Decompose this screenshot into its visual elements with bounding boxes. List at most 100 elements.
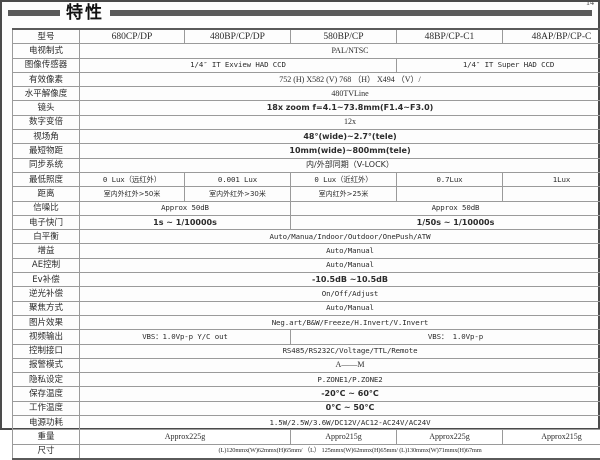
row-label: Ev补偿 — [13, 273, 80, 287]
table-cell: Approx 50dB — [291, 201, 600, 215]
row-label: 镜头 — [13, 101, 80, 115]
row-label: 尺寸 — [13, 444, 80, 459]
row-label: 最短物距 — [13, 144, 80, 158]
table-cell: 室内外红外>50米 — [80, 187, 185, 201]
row-label: 图像传感器 — [13, 58, 80, 72]
row-label: 增益 — [13, 244, 80, 258]
table-cell: A——M — [80, 358, 600, 372]
table-cell: 内/外部同期（V-LOCK） — [80, 158, 600, 172]
row-label: 型号 — [13, 29, 80, 44]
table-cell: 室内红外>25米 — [291, 187, 397, 201]
page-title: 特性 — [66, 5, 104, 22]
row-label: 控制接口 — [13, 344, 80, 358]
table-cell: Approx215g — [503, 430, 600, 444]
table-cell: RS485/RS232C/Voltage/TTL/Remote — [80, 344, 600, 358]
table-cell: 480BP/CP/DP — [185, 29, 291, 44]
table-row: 尺寸(L)120mmx(W)62mmx(H)65mm/ （L） 125mmx(W… — [13, 444, 600, 459]
table-cell: 1/4″ IT Exview HAD CCD — [80, 58, 397, 72]
table-cell: Auto/Manua/Indoor/Outdoor/OnePush/ATW — [80, 230, 600, 244]
row-label: 最低照度 — [13, 172, 80, 186]
table-cell: 48BP/CP-C1 — [397, 29, 503, 44]
row-label: 电视制式 — [13, 44, 80, 58]
row-label: 信噪比 — [13, 201, 80, 215]
table-cell: 0 Lux（远红外） — [80, 172, 185, 186]
row-label: 白平衡 — [13, 230, 80, 244]
table-cell: 1Lux — [503, 172, 600, 186]
table-cell: PAL/NTSC — [80, 44, 600, 58]
table-cell: Auto/Manual — [80, 258, 600, 272]
table-cell: 480TVLine — [80, 87, 600, 101]
row-label: 聚焦方式 — [13, 301, 80, 315]
row-label: 数字变倍 — [13, 115, 80, 129]
table-row: Ev补偿-10.5dB ~10.5dB — [13, 273, 600, 287]
table-cell: 752 (H) X582 (V) 768 （H） X494 （V）/ — [80, 72, 600, 86]
page-number: 14 — [586, 0, 594, 7]
row-label: 水平解像度 — [13, 87, 80, 101]
table-cell: 580BP/CP — [291, 29, 397, 44]
row-label: 距离 — [13, 187, 80, 201]
table-row: 距离室内外红外>50米室内外红外>30米室内红外>25米 — [13, 187, 600, 201]
row-label: 电源功耗 — [13, 416, 80, 430]
table-cell: Neg.art/B&W/Freeze/H.Invert/V.Invert — [80, 315, 600, 329]
row-label: 保存温度 — [13, 387, 80, 401]
row-label: 有效像素 — [13, 72, 80, 86]
row-label: 隐私设定 — [13, 373, 80, 387]
row-label: 视频输出 — [13, 330, 80, 344]
table-cell: 1s ~ 1/10000s — [80, 215, 291, 229]
row-label: 图片效果 — [13, 315, 80, 329]
table-cell: Appro215g — [291, 430, 397, 444]
row-label: 视场角 — [13, 130, 80, 144]
row-label: 工作温度 — [13, 401, 80, 415]
table-row: 保存温度-20°C ~ 60°C — [13, 387, 600, 401]
table-cell — [397, 187, 503, 201]
table-cell: 680CP/DP — [80, 29, 185, 44]
table-cell: 1.5W/2.5W/3.6W/DC12V/AC12-AC24V/AC24V — [80, 416, 600, 430]
table-cell: On/Off/Adjust — [80, 287, 600, 301]
table-cell: 0.001 Lux — [185, 172, 291, 186]
table-row: 同步系统内/外部同期（V-LOCK） — [13, 158, 600, 172]
table-cell: 18x zoom f=4.1~73.8mm(F1.4~F3.0) — [80, 101, 600, 115]
table-cell: -10.5dB ~10.5dB — [80, 273, 600, 287]
row-label: 同步系统 — [13, 158, 80, 172]
table-cell: 室内外红外>30米 — [185, 187, 291, 201]
table-cell: Approx225g — [397, 430, 503, 444]
table-cell: 0°C ~ 50°C — [80, 401, 600, 415]
table-cell: 1/4″ IT Super HAD CCD — [397, 58, 600, 72]
row-label: 逆光补偿 — [13, 287, 80, 301]
row-label: 重量 — [13, 430, 80, 444]
row-label: AE控制 — [13, 258, 80, 272]
table-cell: 48AP/BP/CP-C — [503, 29, 600, 44]
table-cell: Auto/Manual — [80, 301, 600, 315]
table-cell: 0.7Lux — [397, 172, 503, 186]
table-cell: Auto/Manual — [80, 244, 600, 258]
header-rule-right-decoration — [110, 10, 592, 16]
section-header: 特性 14 — [2, 2, 598, 24]
table-cell: VBS：1.0Vp-p Y/C out — [80, 330, 291, 344]
table-cell: 0 Lux（近红外） — [291, 172, 397, 186]
table-cell: 48°(wide)~2.7°(tele) — [80, 130, 600, 144]
